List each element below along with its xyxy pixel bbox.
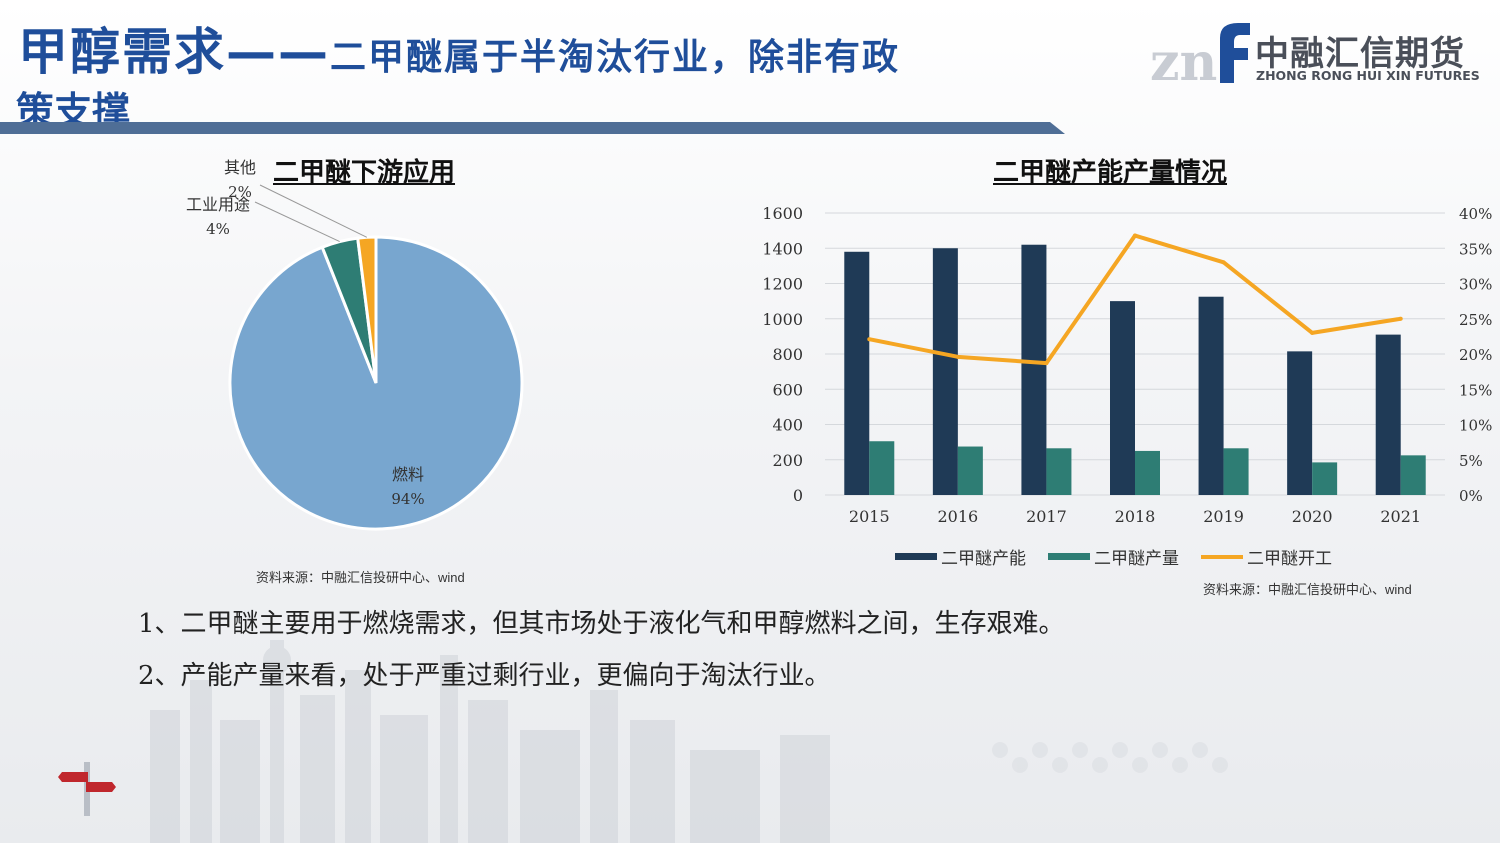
legend-label-capacity: 二甲醚产能	[941, 549, 1026, 569]
utilization-point	[955, 354, 960, 359]
y-left-tick-label: 0	[793, 486, 803, 505]
y-right-tick-label: 25%	[1459, 311, 1492, 329]
capacity-output-chart: 0 200 400 600 800 1000 1200 1400 1600 0% 5% 10% 15% 2…	[762, 204, 1492, 526]
chart-legend: 二甲醚产能 二甲醚产量 二甲醚开工	[895, 544, 1332, 569]
utilization-point	[1133, 233, 1137, 238]
title-sub-text: 二甲醚属于半淘汰行业，除非有政	[330, 37, 901, 78]
y-left-tick-label: 200	[772, 451, 803, 470]
x-tick-label: 2019	[1203, 507, 1244, 526]
bar-chart-title: 二甲醚产能产量情况	[993, 158, 1228, 188]
y-left-tick-label: 1400	[762, 239, 803, 258]
y-right-tick-label: 5%	[1459, 452, 1483, 470]
x-tick-label: 2016	[937, 507, 978, 526]
pie-slice-percent: 2%	[228, 183, 252, 201]
x-tick-label: 2017	[1026, 507, 1067, 526]
capacity-bar	[932, 248, 958, 495]
title-underline-bar	[0, 122, 1065, 134]
y-right-tick-label: 0%	[1459, 487, 1483, 505]
pie-slice-label: 燃料	[392, 465, 424, 484]
y-right-tick-label: 30%	[1459, 276, 1492, 294]
legend-item-capacity: 二甲醚产能	[895, 544, 1026, 569]
y-left-tick-label: 400	[772, 416, 803, 435]
output-bar	[1135, 450, 1160, 495]
pie-slice-label: 其他	[224, 158, 256, 177]
legend-item-utilization: 二甲醚开工	[1201, 544, 1332, 569]
y-left-tick-label: 1200	[762, 275, 803, 294]
capacity-bar	[1198, 296, 1224, 495]
output-bar	[869, 441, 895, 495]
note-1: 1、二甲醚主要用于燃烧需求，但其市场处于液化气和甲醇燃料之间，生存艰难。	[138, 609, 1065, 639]
y-left-tick-label: 1000	[762, 310, 803, 329]
x-tick-label: 2015	[849, 507, 890, 526]
pie-source-note: 资料来源：中融汇信投研中心、wind	[256, 570, 465, 585]
output-bar	[957, 446, 983, 495]
utilization-point	[1221, 260, 1226, 265]
capacity-bar	[1110, 301, 1135, 495]
pie-leader-line	[259, 184, 368, 238]
city-skyline-background	[150, 640, 1228, 843]
pie-slice-percent: 94%	[391, 490, 424, 508]
y-left-tick-label: 1600	[762, 204, 803, 223]
y-right-tick-label: 20%	[1459, 346, 1492, 364]
pie-slice-label: 工业用途	[186, 195, 250, 214]
page-title: 甲醇需求——二甲醚属于半淘汰行业，除非有政	[18, 12, 900, 84]
title-main-text: 甲醇需求——	[18, 23, 330, 81]
logo-chinese-name: 中融汇信期货	[1255, 34, 1465, 74]
pie-slice-percent: 4%	[206, 220, 230, 238]
utilization-point	[867, 337, 872, 342]
pie-chart-title: 二甲醚下游应用	[273, 158, 456, 188]
logo-english-name: ZHONG RONG HUI XIN FUTURES	[1256, 68, 1480, 83]
pie-chart: 燃料 94% 工业用途 4% 其他 2%	[186, 158, 524, 531]
y-right-tick-label: 10%	[1459, 417, 1492, 435]
x-tick-label: 2018	[1115, 507, 1156, 526]
company-logo: zn	[1150, 23, 1250, 88]
capacity-bar	[1375, 334, 1401, 495]
pie-leader-line	[254, 201, 340, 243]
y-right-tick-label: 35%	[1459, 240, 1492, 258]
x-tick-label: 2021	[1380, 507, 1421, 526]
y-right-tick-label: 15%	[1459, 381, 1492, 399]
output-bar	[1312, 462, 1338, 495]
y-left-tick-label: 600	[772, 380, 803, 399]
legend-label-output: 二甲醚产量	[1094, 549, 1179, 569]
capacity-bar	[844, 251, 870, 495]
legend-swatch-capacity	[895, 553, 937, 560]
y-left-tick-label: 800	[772, 345, 803, 364]
legend-swatch-utilization	[1201, 554, 1243, 559]
x-tick-label: 2020	[1292, 507, 1333, 526]
bar-source-note: 资料来源：中融汇信投研中心、wind	[1203, 582, 1412, 597]
output-bar	[1046, 448, 1072, 495]
utilization-point	[1044, 361, 1049, 366]
legend-item-output: 二甲醚产量	[1048, 544, 1179, 569]
capacity-bar	[1021, 244, 1047, 495]
note-2: 2、产能产量来看，处于严重过剩行业，更偏向于淘汰行业。	[138, 661, 831, 691]
y-right-tick-label: 40%	[1459, 205, 1492, 223]
utilization-point	[1310, 330, 1315, 335]
output-bar	[1400, 455, 1426, 495]
output-bar	[1223, 448, 1249, 495]
svg-text:zn: zn	[1150, 32, 1217, 88]
capacity-bar	[1287, 351, 1313, 495]
legend-label-utilization: 二甲醚开工	[1247, 549, 1332, 569]
utilization-point	[1398, 316, 1403, 321]
signpost-icon	[58, 762, 116, 816]
legend-swatch-output	[1048, 553, 1090, 560]
